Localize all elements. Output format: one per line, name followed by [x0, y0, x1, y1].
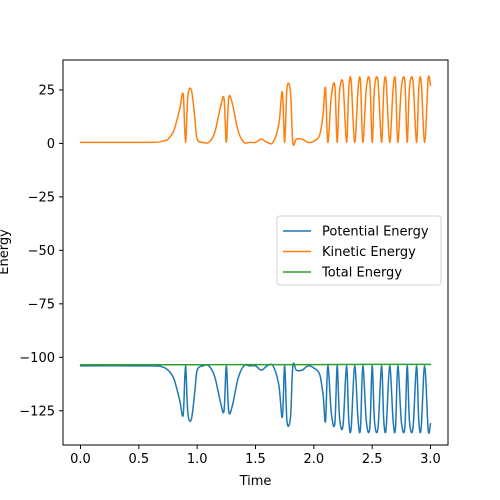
legend-box — [276, 215, 442, 286]
y-tick-label: 25 — [38, 83, 55, 98]
x-tick-label: 2.5 — [362, 452, 383, 467]
x-tick-label: 2.0 — [303, 452, 324, 467]
y-tick-label: −75 — [28, 297, 55, 312]
x-tick-label: 0.5 — [128, 452, 149, 467]
y-tick-label: −100 — [19, 351, 55, 366]
x-axis-label: Time — [239, 474, 272, 489]
series-layer — [79, 75, 432, 434]
legend-entries: Potential Energy Kinetic Energy Total Ener… — [283, 225, 429, 281]
y-tick-label: −25 — [28, 190, 55, 205]
series-line-kinetic-energy — [79, 75, 432, 146]
x-tick-label: 0.0 — [70, 452, 91, 467]
x-tick-label: 3.0 — [420, 452, 441, 467]
legend-label-total-energy: Total Energy — [321, 266, 402, 281]
y-tick-label: −125 — [19, 404, 55, 419]
legend: Potential Energy Kinetic Energy Total Ener… — [276, 215, 442, 286]
x-tick-label: 1.0 — [187, 452, 208, 467]
x-tick-label: 1.5 — [245, 452, 266, 467]
y-axis-label: Energy — [0, 229, 12, 275]
x-axis-ticks: 0.0 0.5 1.0 1.5 2.0 2.5 3.0 — [70, 445, 441, 467]
y-tick-label: −50 — [28, 244, 55, 259]
legend-label-potential-energy: Potential Energy — [322, 225, 429, 240]
legend-label-kinetic-energy: Kinetic Energy — [322, 245, 416, 260]
y-tick-label: 0 — [47, 137, 55, 152]
y-axis-ticks: 25 0 −25 −50 −75 −100 −125 — [19, 83, 63, 419]
